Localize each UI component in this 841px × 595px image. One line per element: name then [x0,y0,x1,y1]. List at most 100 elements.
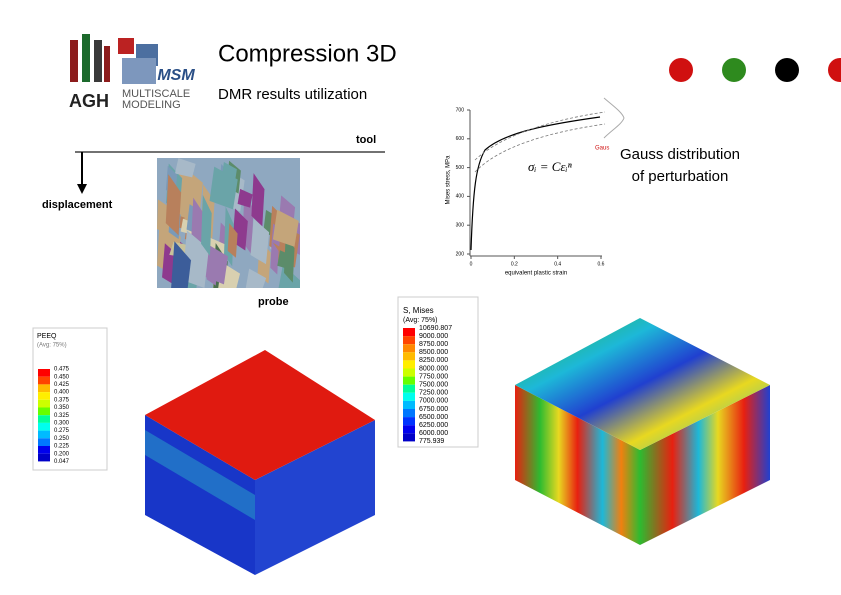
swatch [38,392,50,400]
legend-label: 0.200 [54,451,70,457]
curve-band [474,123,606,173]
y-tick-label: 400 [456,194,465,200]
legend-label: 775.939 [419,438,444,445]
grain [272,209,299,247]
y-tick-label: 600 [456,136,465,142]
legend-label: 0.300 [54,420,70,426]
cube-face [640,385,770,545]
gauss-curve [603,97,625,139]
legend-subtitle: (Avg: 75%) [403,317,438,324]
grain [221,162,237,187]
x-tick-label: 0.6 [598,261,605,267]
swatch [38,399,50,408]
logo-text: MODELING [122,99,181,111]
x-tick-label: 0 [470,261,473,267]
grain [277,250,294,270]
dot [722,58,746,82]
swatch [403,400,415,409]
legend-label: 7250.000 [419,390,448,397]
legend-label: 0.275 [54,428,70,434]
legend-label: 9000.000 [419,333,448,340]
legend-label: 0.325 [54,413,70,419]
swatch [403,344,415,353]
y-tick-label: 200 [456,251,465,257]
legend-subtitle: (Avg: 75%) [37,343,67,349]
swatch [403,328,415,337]
curve [470,116,601,251]
grain [171,241,192,288]
agh-logo: AGH [69,34,110,111]
label: tool [356,134,376,146]
y-tick-label: 500 [456,165,465,171]
logo-text: AGH [69,91,109,111]
grain [227,223,238,258]
label: displacement [42,199,113,211]
dot [828,58,841,82]
swatch [38,430,50,439]
logo-mark: MSM [157,67,195,84]
grain [165,174,182,236]
y-axis-label: Mises stress, MPa [446,155,452,205]
annotation: of perturbation [632,168,729,185]
grain [206,253,218,286]
grain [174,158,196,178]
swatch [38,407,50,416]
annotation: Gauss distribution [620,146,740,163]
y-tick-label: 700 [456,107,465,113]
grain [251,173,265,227]
swatch [38,369,50,377]
mises-legend: S, Mises (Avg: 75%) 10690.8079000.000875… [397,296,479,448]
swatch [403,384,415,393]
cube-face [515,385,640,545]
stress-plot: Mises stress, MPa equivalent plastic str… [446,97,625,277]
dot [669,58,693,82]
legend-label: 10690.807 [419,325,452,332]
legend-label: 6250.000 [419,422,448,429]
cube-mises [515,318,770,545]
legend-label: 7000.000 [419,398,448,405]
swatch [38,415,50,423]
slide-title: Compression 3D [218,40,397,67]
grain [237,188,253,208]
swatch [403,376,415,385]
swatch [38,453,50,462]
swatch [403,417,415,426]
swatch [38,384,50,393]
legend-label: 0.250 [54,436,70,442]
swatch [403,336,415,345]
legend-label: 8750.000 [419,341,448,348]
legend-label: 0.425 [54,382,70,388]
swatch [38,446,50,454]
swatch [403,425,415,434]
swatch [403,409,415,418]
msm-logo: MSM MULTISCALE MODELING [118,38,195,111]
label: probe [258,296,289,308]
legend-label: 0.400 [54,390,70,396]
microstructure [157,158,300,288]
legend-label: 0.047 [54,459,70,465]
x-tick-label: 0.2 [511,261,518,267]
swatch [38,422,50,431]
legend-label: 8500.000 [419,349,448,356]
arrow-head [77,184,87,194]
swatch [403,368,415,377]
legend-label: 6500.000 [419,414,448,421]
swatch [403,360,415,369]
grain [201,194,212,256]
legend-title: S, Mises [403,306,434,315]
dot [775,58,799,82]
legend-label: 6750.000 [419,406,448,413]
swatch [38,376,50,385]
legend-label: 0.475 [54,367,70,373]
legend-label: 8000.000 [419,365,448,372]
logo-text: MULTISCALE [122,88,190,100]
grain [191,197,204,250]
legend-title: PEEQ [37,333,57,340]
formula: σᵢ = Cεᵢⁿ [528,159,573,174]
legend-label: 0.350 [54,405,70,411]
swatch [403,352,415,361]
cube-peeq [145,350,375,575]
cube-face [515,318,770,450]
swatch [38,438,50,446]
